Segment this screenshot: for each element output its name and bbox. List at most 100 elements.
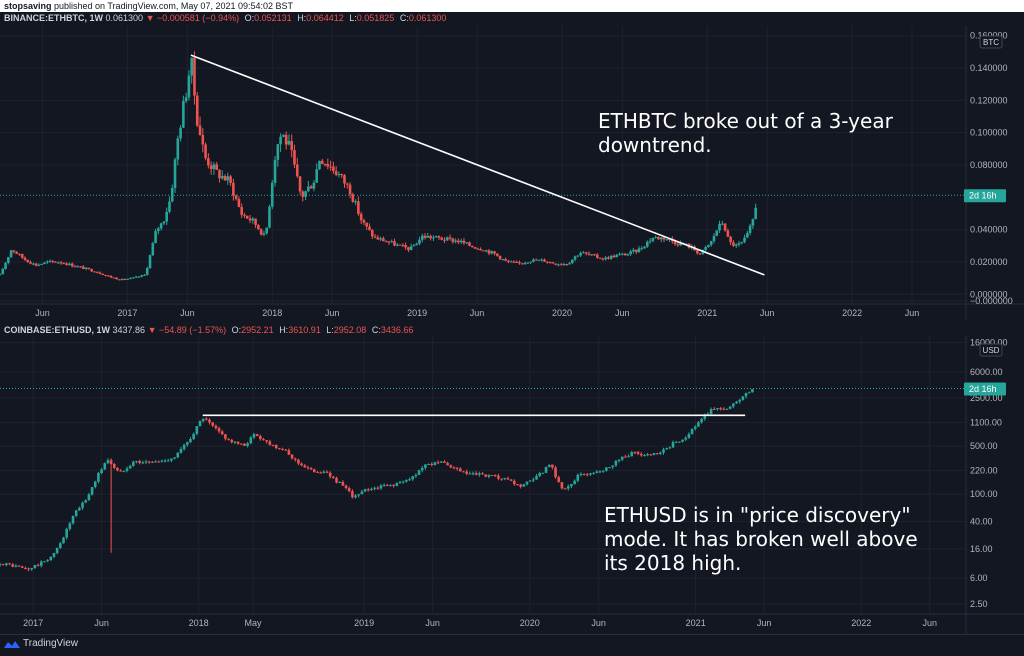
candle	[51, 259, 55, 264]
candle	[52, 552, 56, 559]
ethusd-chart[interactable]: 16000.00 6000.00 2500.00 1100.00 500.00 220.0…	[0, 336, 1024, 634]
candle	[48, 259, 52, 263]
tradingview-logo-icon	[4, 640, 20, 648]
candle	[138, 459, 141, 465]
candle	[198, 116, 202, 136]
candle	[195, 425, 199, 436]
candle	[137, 276, 141, 278]
tradingview-logo[interactable]: TradingView	[4, 638, 78, 649]
candle	[709, 407, 713, 415]
candle	[1, 267, 5, 275]
publisher-name[interactable]: stopsaving	[4, 1, 52, 11]
candle	[33, 564, 37, 570]
candle	[134, 275, 138, 278]
candle	[209, 161, 213, 175]
candle	[373, 486, 376, 491]
x-tick-label: 2021	[686, 618, 706, 628]
candle	[84, 267, 88, 271]
candle	[281, 447, 284, 451]
candle	[479, 247, 482, 251]
candle	[368, 223, 371, 231]
candle	[534, 258, 538, 261]
candle	[123, 278, 127, 281]
y-tick-label: 0.020000	[970, 257, 1008, 267]
candle	[415, 242, 419, 246]
ethbtc-chart[interactable]: 0.1600000.1400000.1200000.1000000.080000…	[0, 26, 1024, 320]
candle	[243, 443, 246, 447]
candle	[76, 265, 80, 268]
candle	[214, 424, 218, 430]
candle	[470, 245, 474, 248]
candle	[87, 267, 91, 270]
candle	[433, 461, 437, 466]
candle	[681, 439, 684, 443]
candle	[237, 196, 241, 208]
candle	[646, 452, 649, 457]
candle	[306, 465, 310, 470]
candle	[557, 475, 561, 483]
ethbtc-symbol[interactable]: BINANCE:ETHBTC, 1W	[4, 13, 103, 23]
candle	[176, 452, 180, 459]
candle	[43, 262, 46, 265]
candle	[630, 450, 634, 457]
candle	[643, 246, 646, 249]
candle	[74, 509, 78, 518]
candle	[451, 237, 455, 244]
candle	[407, 246, 410, 253]
candle	[562, 263, 566, 266]
candle	[747, 391, 751, 394]
ethbtc-high-label: H:	[297, 13, 307, 23]
candle	[411, 475, 415, 481]
candle	[715, 230, 719, 237]
footer-bar	[0, 634, 1024, 656]
candle	[655, 452, 659, 455]
candle	[518, 260, 521, 265]
ethusd-low-label: L:	[326, 325, 334, 335]
candle	[40, 263, 43, 265]
candle	[506, 476, 510, 480]
candle	[287, 448, 291, 455]
y-tick-label: 1100.00	[970, 418, 1002, 428]
candle	[712, 233, 716, 244]
ethusd-symbol[interactable]: COINBASE:ETHUSD, 1W	[4, 325, 111, 335]
candle	[618, 252, 621, 256]
candle	[627, 454, 630, 458]
candle	[100, 467, 103, 475]
candle	[449, 464, 453, 469]
candle	[423, 233, 427, 240]
ethusd-close-label: C:	[371, 325, 381, 335]
candle	[135, 460, 138, 464]
candle	[417, 469, 421, 476]
candle	[725, 408, 729, 411]
candle	[526, 262, 530, 265]
candle	[322, 470, 326, 474]
candle	[118, 279, 121, 281]
candle	[9, 249, 13, 259]
candle	[554, 465, 557, 479]
candle	[482, 250, 485, 252]
candle	[212, 162, 216, 176]
candle	[251, 216, 255, 224]
y-tick-label: 0.000000	[970, 289, 1008, 299]
candle	[14, 563, 18, 568]
candle	[176, 135, 180, 166]
candle	[157, 460, 161, 463]
candle	[363, 488, 367, 492]
candle	[357, 494, 361, 498]
candle	[240, 203, 243, 218]
candle	[529, 261, 532, 264]
candle	[560, 482, 564, 490]
candle	[721, 220, 724, 226]
candle	[468, 241, 471, 247]
candle	[145, 266, 149, 276]
candle	[738, 398, 741, 404]
candle	[528, 480, 532, 482]
candle	[309, 184, 313, 189]
candle	[11, 563, 14, 568]
x-tick-label: Jun	[35, 308, 50, 318]
candle	[744, 392, 748, 399]
candle	[566, 484, 570, 491]
x-tick-label: Jun	[94, 618, 109, 628]
candles	[0, 51, 757, 281]
candle	[573, 255, 577, 262]
